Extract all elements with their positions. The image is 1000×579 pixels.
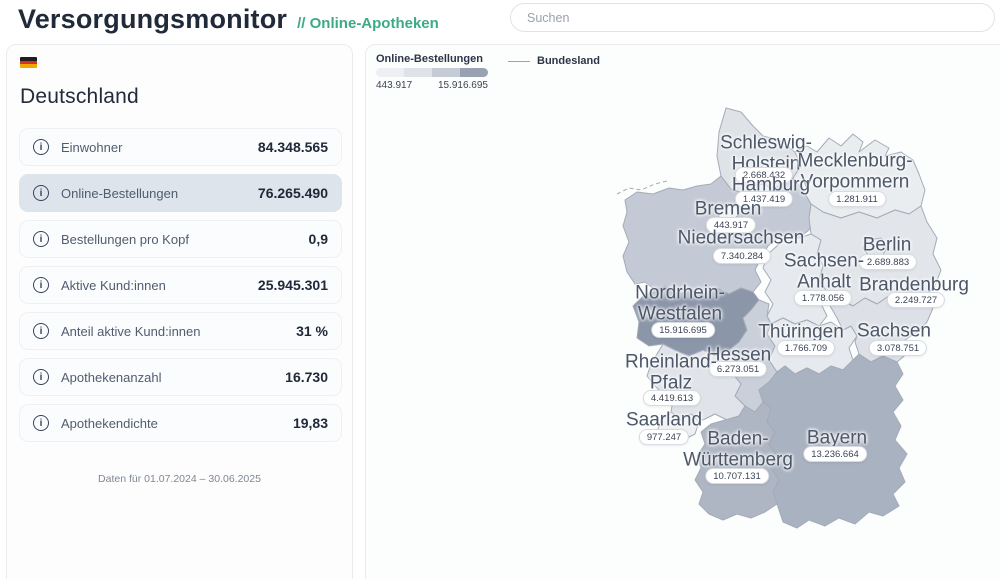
stat-value: 0,9 (308, 231, 328, 247)
stat-row-anteil-aktive-kundinnen[interactable]: i Anteil aktive Kund:innen 31 % (19, 312, 342, 350)
country-panel: Deutschland i Einwohner 84.348.565 i Onl… (6, 44, 353, 579)
stat-label: Online-Bestellungen (61, 185, 179, 201)
page-title: Versorgungsmonitor (18, 4, 288, 34)
info-icon[interactable]: i (33, 277, 49, 293)
stat-label: Aktive Kund:innen (61, 277, 166, 293)
region-sachsen-anhalt[interactable] (762, 233, 828, 327)
stat-row-online-bestellungen[interactable]: i Online-Bestellungen 76.265.490 (19, 174, 342, 212)
info-icon[interactable]: i (33, 415, 49, 431)
stat-label: Anteil aktive Kund:innen (61, 323, 201, 339)
country-title: Deutschland (20, 85, 139, 108)
stat-value: 84.348.565 (257, 139, 328, 155)
stat-label: Einwohner (61, 139, 123, 155)
legend-gradient-bar (376, 68, 488, 77)
stat-label: Bestellungen pro Kopf (61, 231, 189, 247)
stats-list: i Einwohner 84.348.565 i Online-Bestellu… (19, 128, 342, 442)
stat-row-bestellungen-pro-kopf[interactable]: i Bestellungen pro Kopf 0,9 (19, 220, 342, 258)
stat-value: 31 % (296, 323, 328, 339)
stat-value: 25.945.301 (257, 277, 328, 293)
info-icon[interactable]: i (33, 185, 49, 201)
bundesland-legend-label: Bundesland (537, 55, 600, 67)
info-icon[interactable]: i (33, 231, 49, 247)
stat-row-einwohner[interactable]: i Einwohner 84.348.565 (19, 128, 342, 166)
stat-row-apothekenanzahl[interactable]: i Apothekenanzahl 16.730 (19, 358, 342, 396)
header: Versorgungsmonitor // Online-Apotheken (0, 0, 1000, 44)
stat-value: 19,83 (292, 415, 328, 431)
stat-label: Apothekendichte (61, 415, 158, 431)
germany-flag-icon (20, 57, 37, 68)
info-icon[interactable]: i (33, 323, 49, 339)
stat-row-aktive-kundinnen[interactable]: i Aktive Kund:innen 25.945.301 (19, 266, 342, 304)
border-line-icon (508, 60, 530, 62)
legend-max: 15.916.695 (437, 80, 488, 91)
search-input[interactable] (510, 3, 995, 32)
stat-value: 16.730 (285, 369, 328, 385)
data-period-note: Daten für 01.07.2024 – 30.06.2025 (98, 473, 261, 485)
bundesland-legend: Bundesland (508, 55, 600, 67)
map-panel: Online-Bestellungen 443.917 15.916.695 B… (365, 44, 1000, 579)
germany-map-svg (616, 107, 942, 529)
legend-range: 443.917 15.916.695 (376, 80, 488, 91)
region-schleswig-holstein[interactable] (716, 107, 802, 195)
region-sachsen[interactable] (828, 291, 934, 363)
stat-label: Apothekenanzahl (61, 369, 162, 385)
choropleth-legend: Online-Bestellungen 443.917 15.916.695 (376, 53, 488, 91)
stat-value: 76.265.490 (257, 185, 328, 201)
coastline-islands (616, 180, 668, 195)
region-baden-wuerttemberg[interactable] (694, 401, 780, 521)
info-icon[interactable]: i (33, 369, 49, 385)
region-rheinland-pfalz[interactable] (646, 343, 746, 421)
legend-min: 443.917 (376, 80, 413, 91)
germany-map: Schleswig- Holstein 2.668.432 Mecklenburg- V… (611, 96, 969, 546)
region-bayern[interactable] (758, 353, 908, 529)
breadcrumb: // Online-Apotheken (297, 15, 439, 32)
title-wrap: Versorgungsmonitor // Online-Apotheken (18, 4, 439, 35)
legend-title: Online-Bestellungen (376, 53, 483, 65)
stat-row-apothekendichte[interactable]: i Apothekendichte 19,83 (19, 404, 342, 442)
info-icon[interactable]: i (33, 139, 49, 155)
